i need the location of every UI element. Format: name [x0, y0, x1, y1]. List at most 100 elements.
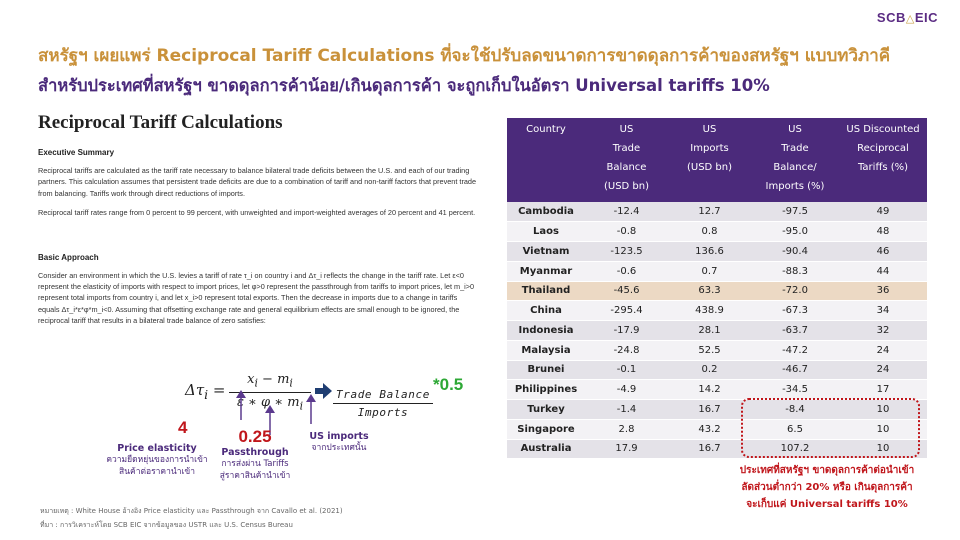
table-row: China -295.4 438.9 -67.3 34	[507, 300, 927, 321]
cell-tariff: 24	[839, 360, 927, 381]
highlight-box	[741, 398, 920, 458]
basic-approach-heading: Basic Approach	[38, 252, 99, 262]
cell-imports: 12.7	[668, 202, 751, 223]
cell-imports: 16.7	[668, 399, 751, 420]
table-row: Myanmar -0.6 0.7 -88.3 44	[507, 261, 927, 282]
cell-balance: -17.9	[585, 320, 668, 341]
summary-paragraph-2: Reciprocal tariff rates range from 0 per…	[38, 208, 476, 218]
cell-imports: 136.6	[668, 241, 751, 262]
column-header: US Trade Balance/Imports (%)	[751, 118, 839, 202]
cell-balance: -295.4	[585, 300, 668, 321]
cell-country: Thailand	[507, 281, 585, 302]
cell-imports: 0.2	[668, 360, 751, 381]
cell-tariff: 44	[839, 261, 927, 282]
cell-balance: -123.5	[585, 241, 668, 262]
table-row: Laos -0.8 0.8 -95.0 48	[507, 221, 927, 242]
cell-imports: 0.8	[668, 221, 751, 242]
cell-country: Vietnam	[507, 241, 585, 262]
cell-country: Brunei	[507, 360, 585, 381]
formula-fraction: xi − mi ε ∗ φ ∗ mi	[229, 372, 311, 412]
cell-balance: -45.6	[585, 281, 668, 302]
cell-imports: 52.5	[668, 340, 751, 361]
cell-country: China	[507, 300, 585, 321]
cell-ratio: -67.3	[751, 300, 839, 321]
cell-tariff: 34	[839, 300, 927, 321]
headline-line-1: สหรัฐฯ เผยแพร่ Reciprocal Tariff Calcula…	[38, 46, 891, 66]
formula-lhs: Δτi =	[185, 381, 226, 402]
summary-heading: Executive Summary	[38, 148, 115, 157]
cell-imports: 43.2	[668, 419, 751, 440]
cell-tariff: 10	[839, 419, 927, 440]
cell-balance: -0.1	[585, 360, 668, 381]
cell-tariff: 24	[839, 340, 927, 361]
table-header-row: Country US Trade Balance (USD bn) US Imports (U…	[507, 118, 927, 202]
table-row: Malaysia -24.8 52.5 -47.2 24	[507, 340, 927, 361]
cell-ratio: -34.5	[751, 379, 839, 400]
column-header: US Imports (USD bn)	[668, 118, 751, 202]
cell-country: Malaysia	[507, 340, 585, 361]
document-title: Reciprocal Tariff Calculations	[38, 112, 283, 133]
source-note: ที่มา : การวิเคราะห์โดย SCB EIC จากข้อมู…	[40, 521, 293, 529]
table-row: Australia 17.9 16.7 107.2 10	[507, 439, 927, 460]
cell-ratio: -63.7	[751, 320, 839, 341]
cell-ratio: 107.2	[751, 439, 839, 460]
cell-balance: -4.9	[585, 379, 668, 400]
cell-balance: -1.4	[585, 399, 668, 420]
us-imports-annotation: US imports จากประเทศนั้น	[309, 431, 369, 453]
cell-country: Australia	[507, 439, 585, 460]
cell-imports: 16.7	[668, 439, 751, 460]
cell-ratio: -90.4	[751, 241, 839, 262]
tariff-table: Country US Trade Balance (USD bn) US Imports (U…	[507, 118, 927, 460]
document-excerpt: Reciprocal Tariff Calculations Executive…	[38, 112, 478, 327]
basic-approach-paragraph: Consider an environment in which the U.S…	[38, 270, 475, 326]
cell-tariff: 49	[839, 202, 927, 223]
column-header: US Discounted Reciprocal Tariffs (%)	[839, 118, 927, 202]
cell-balance: -0.8	[585, 221, 668, 242]
cell-ratio: 6.5	[751, 419, 839, 440]
cell-balance: -12.4	[585, 202, 668, 223]
brand-logo: SCB△EIC	[876, 10, 938, 25]
cell-ratio: -46.7	[751, 360, 839, 381]
cell-balance: -24.8	[585, 340, 668, 361]
cell-imports: 63.3	[668, 281, 751, 302]
table-row: Brunei -0.1 0.2 -46.7 24	[507, 360, 927, 381]
cell-ratio: -47.2	[751, 340, 839, 361]
cell-balance: -0.6	[585, 261, 668, 282]
cell-tariff: 36	[839, 281, 927, 302]
table-row: Indonesia -17.9 28.1 -63.7 32	[507, 320, 927, 341]
cell-tariff: 46	[839, 241, 927, 262]
cell-country: Indonesia	[507, 320, 585, 341]
passthrough-annotation: 0.25 Passthrough การส่งผ่าน Tariffs สู่ร…	[219, 427, 291, 481]
table-body: Cambodia -12.4 12.7 -97.5 49 Laos -0.8 0.8 -95.0…	[507, 202, 927, 460]
triangle-icon: △	[905, 13, 915, 25]
cell-ratio: -88.3	[751, 261, 839, 282]
table-row: Thailand -45.6 63.3 -72.0 36	[507, 281, 927, 302]
cell-imports: 14.2	[668, 379, 751, 400]
cell-country: Cambodia	[507, 202, 585, 223]
cell-balance: 17.9	[585, 439, 668, 460]
cell-country: Philippines	[507, 379, 585, 400]
cell-country: Turkey	[507, 399, 585, 420]
column-header: US Trade Balance (USD bn)	[585, 118, 668, 202]
summary-paragraph-1: Reciprocal tariffs are calculated as the…	[38, 166, 477, 198]
cell-country: Laos	[507, 221, 585, 242]
cell-ratio: -72.0	[751, 281, 839, 302]
table-row: Turkey -1.4 16.7 -8.4 10	[507, 399, 927, 420]
table-row: Singapore 2.8 43.2 6.5 10	[507, 419, 927, 440]
cell-ratio: -95.0	[751, 221, 839, 242]
cell-balance: 2.8	[585, 419, 668, 440]
formula-multiplier: *0.5	[433, 375, 464, 394]
cell-ratio: -97.5	[751, 202, 839, 223]
cell-country: Myanmar	[507, 261, 585, 282]
elasticity-annotation: Price elasticity ความยืดหยุ่นของการนำเข้…	[106, 443, 208, 477]
elasticity-value: 4	[178, 418, 188, 437]
cell-imports: 0.7	[668, 261, 751, 282]
arrow-right-icon	[315, 383, 332, 399]
cell-imports: 438.9	[668, 300, 751, 321]
table-row: Philippines -4.9 14.2 -34.5 17	[507, 379, 927, 400]
cell-country: Singapore	[507, 419, 585, 440]
cell-imports: 28.1	[668, 320, 751, 341]
table-row: Vietnam -123.5 136.6 -90.4 46	[507, 241, 927, 262]
column-header: Country	[507, 118, 585, 202]
